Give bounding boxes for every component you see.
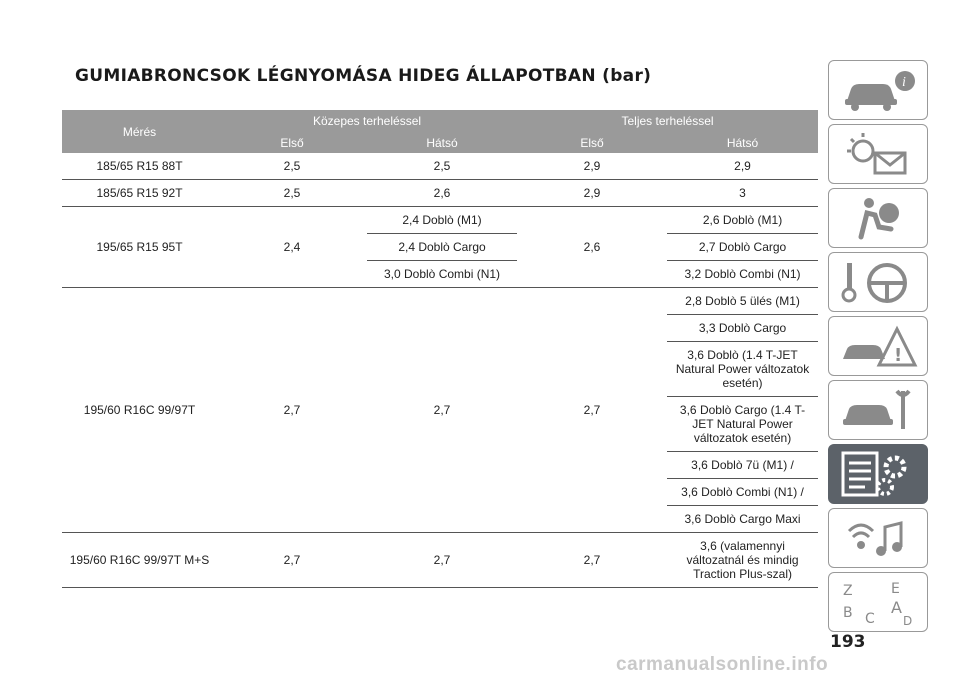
tab-multimedia[interactable] <box>828 508 928 568</box>
cell-k-hatso: 2,7 <box>367 532 518 588</box>
cell-k-elso: 2,5 <box>217 153 367 180</box>
cell-t-hatso: 2,9 <box>667 153 819 180</box>
cell-k-hatso: 2,4 Doblò (M1) <box>367 206 518 234</box>
tab-warning-lights[interactable] <box>828 124 928 184</box>
header-teljes: Teljes terheléssel <box>517 110 819 132</box>
table-row: 195/65 R15 95T 2,4 2,4 Doblò (M1) 2,6 2,… <box>62 206 819 288</box>
cell-t-elso: 2,9 <box>517 179 668 207</box>
page-number: 193 <box>830 632 866 652</box>
tab-maintenance[interactable] <box>828 380 928 440</box>
svg-text:D: D <box>903 614 912 627</box>
cell-k-elso: 2,7 <box>217 287 367 533</box>
table-subrow: 3,0 Doblò Combi (N1) 3,2 Doblò Combi (N1… <box>62 260 819 288</box>
table-subrow: 3,6 Doblò Cargo Maxi <box>62 505 819 533</box>
cell-k-hatso: 3,0 Doblò Combi (N1) <box>367 260 518 288</box>
multimedia-icon <box>847 521 903 556</box>
header-k-elso: Első <box>217 132 367 153</box>
cell-t-elso: 2,9 <box>517 153 668 180</box>
cell-k-elso: 2,4 <box>217 206 367 288</box>
tab-emergency[interactable]: ! <box>828 316 928 376</box>
cell-t-hatso: 3,6 (valamennyi változatnál és mindig Tr… <box>667 532 819 588</box>
svg-text:Z: Z <box>843 583 853 599</box>
cell-t-hatso: 3 <box>667 179 819 207</box>
svg-text:A: A <box>891 598 902 617</box>
cell-k-hatso: 2,4 Doblò Cargo <box>367 233 518 261</box>
page-title: GUMIABRONCSOK LÉGNYOMÁSA HIDEG ÁLLAPOTBA… <box>75 66 652 86</box>
table-subrow: 3,6 Doblò Combi (N1) / <box>62 478 819 506</box>
steering-key-icon <box>841 263 907 303</box>
table-row: 195/60 R16C 99/97T 2,7 2,7 2,7 2,8 Doblò… <box>62 287 819 533</box>
tab-technical-data[interactable] <box>828 444 928 504</box>
cell-t-elso: 2,7 <box>517 532 668 588</box>
table-row: 195/60 R16C 99/97T M+S 2,7 2,7 2,7 3,6 (… <box>62 532 819 588</box>
technical-data-icon <box>841 451 907 497</box>
maintenance-icon <box>843 389 911 429</box>
table-row: 185/65 R15 88T 2,5 2,5 2,9 2,9 <box>62 153 819 180</box>
header-k-hatso: Hátsó <box>367 132 518 153</box>
index-icon: Z E B A C D <box>843 581 912 627</box>
cell-k-hatso: 2,5 <box>367 153 518 180</box>
header-meres: Mérés <box>62 110 217 153</box>
cell-t-hatso: 3,6 Doblò Cargo Maxi <box>667 505 819 533</box>
cell-t-hatso: 3,2 Doblò Combi (N1) <box>667 260 819 288</box>
tab-index[interactable]: Z E B A C D <box>828 572 928 632</box>
header-t-hatso: Hátsó <box>667 132 819 153</box>
table-subrow: 3,3 Doblò Cargo <box>62 314 819 342</box>
cell-t-hatso: 2,8 Doblò 5 ülés (M1) <box>667 287 819 315</box>
table-row: 185/65 R15 92T 2,5 2,6 2,9 3 <box>62 179 819 207</box>
header-t-elso: Első <box>517 132 668 153</box>
cell-t-hatso: 3,3 Doblò Cargo <box>667 314 819 342</box>
cell-k-elso: 2,7 <box>217 532 367 588</box>
svg-text:!: ! <box>894 345 902 366</box>
cell-t-hatso: 3,6 Doblò Combi (N1) / <box>667 478 819 506</box>
cell-k-elso: 2,5 <box>217 179 367 207</box>
cell-t-hatso: 3,6 Doblò Cargo (1.4 T-JET Natural Power… <box>667 396 819 452</box>
cell-t-elso: 2,6 <box>517 206 668 288</box>
svg-text:B: B <box>843 605 853 621</box>
chapter-sidebar: i ! <box>828 60 928 636</box>
table-subrow: 3,6 Doblò Cargo (1.4 T-JET Natural Power… <box>62 396 819 452</box>
cell-meres: 195/60 R16C 99/97T <box>62 287 217 533</box>
airbag-icon <box>858 198 899 240</box>
watermark: carmanualsonline.info <box>616 654 829 675</box>
cell-k-hatso: 2,7 <box>367 287 518 533</box>
warning-lights-icon <box>847 133 907 175</box>
header-kozepes: Közepes terheléssel <box>217 110 518 132</box>
table-subrow: 3,6 Doblò (1.4 T-JET Natural Power válto… <box>62 341 819 397</box>
tyre-pressure-table: Mérés Közepes terheléssel Teljes terhelé… <box>62 110 819 588</box>
car-info-icon: i <box>845 71 915 111</box>
cell-t-elso: 2,7 <box>517 287 668 533</box>
table-subrow: 2,4 Doblò Cargo 2,7 Doblò Cargo <box>62 233 819 261</box>
cell-t-hatso: 3,6 Doblò (1.4 T-JET Natural Power válto… <box>667 341 819 397</box>
tab-airbag[interactable] <box>828 188 928 248</box>
svg-text:i: i <box>902 75 906 90</box>
cell-meres: 185/65 R15 88T <box>62 153 217 180</box>
svg-text:E: E <box>891 581 900 597</box>
cell-t-hatso: 2,7 Doblò Cargo <box>667 233 819 261</box>
cell-t-hatso: 3,6 Doblò 7ü (M1) / <box>667 451 819 479</box>
tab-steering[interactable] <box>828 252 928 312</box>
cell-meres: 195/65 R15 95T <box>62 206 217 288</box>
emergency-icon: ! <box>843 325 918 367</box>
cell-k-hatso: 2,6 <box>367 179 518 207</box>
svg-text:C: C <box>865 611 875 627</box>
cell-meres: 185/65 R15 92T <box>62 179 217 207</box>
cell-t-hatso: 2,6 Doblò (M1) <box>667 206 819 234</box>
cell-meres: 195/60 R16C 99/97T M+S <box>62 532 217 588</box>
tab-car-info[interactable]: i <box>828 60 928 120</box>
table-subrow: 3,6 Doblò 7ü (M1) / <box>62 451 819 479</box>
